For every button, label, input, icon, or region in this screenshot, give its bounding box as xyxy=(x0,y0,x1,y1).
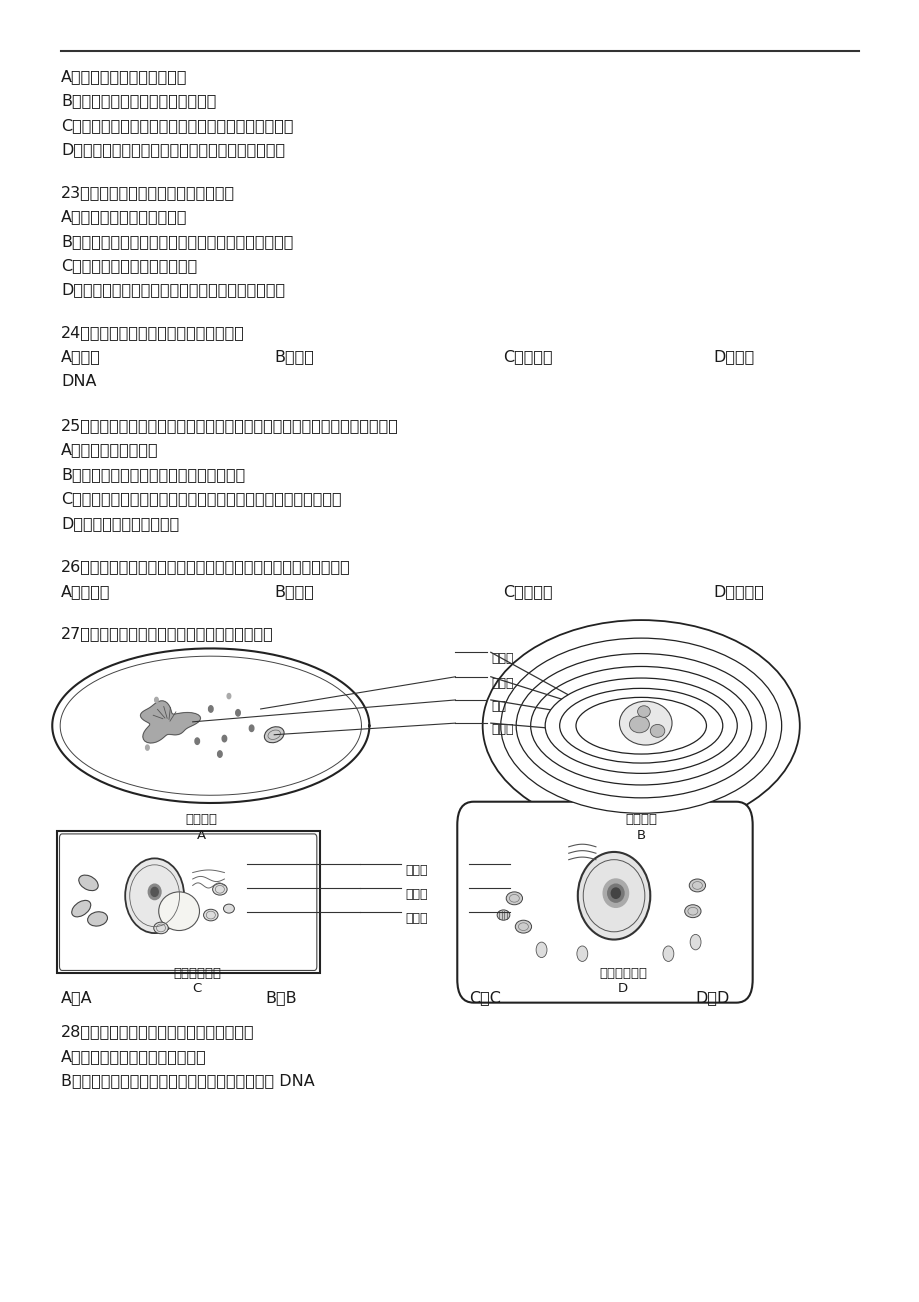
Text: C．由水、无机盐、脂质、糖类、氨基酸、核苷酸和多种酶等组成: C．由水、无机盐、脂质、糖类、氨基酸、核苷酸和多种酶等组成 xyxy=(62,491,342,506)
Text: B．是活细胞进行多种化学反应的主要场所: B．是活细胞进行多种化学反应的主要场所 xyxy=(62,467,245,482)
Ellipse shape xyxy=(151,888,158,896)
Text: D．在活细胞内呈静止状态: D．在活细胞内呈静止状态 xyxy=(62,516,179,531)
Circle shape xyxy=(235,710,240,716)
Ellipse shape xyxy=(610,888,619,898)
Ellipse shape xyxy=(684,905,700,918)
Ellipse shape xyxy=(637,706,650,717)
Text: C: C xyxy=(192,982,201,995)
Text: 拟核: 拟核 xyxy=(491,700,506,713)
Text: C．细胞膜对细胞具有保护作用: C．细胞膜对细胞具有保护作用 xyxy=(62,258,198,273)
Text: C．C: C．C xyxy=(469,990,500,1005)
Ellipse shape xyxy=(148,884,161,900)
Ellipse shape xyxy=(482,620,799,832)
Text: B．叶绿体和线粒体都是双层膜结构，且都含少量 DNA: B．叶绿体和线粒体都是双层膜结构，且都含少量 DNA xyxy=(62,1074,314,1088)
Ellipse shape xyxy=(79,875,98,891)
Text: A: A xyxy=(197,829,206,842)
Ellipse shape xyxy=(545,678,736,773)
Text: 核糖体: 核糖体 xyxy=(491,677,514,690)
Circle shape xyxy=(227,694,231,699)
Ellipse shape xyxy=(159,892,199,931)
Ellipse shape xyxy=(516,654,766,798)
Text: A．细胞膜可以控制物质进出: A．细胞膜可以控制物质进出 xyxy=(62,210,187,224)
Polygon shape xyxy=(52,648,369,803)
Ellipse shape xyxy=(223,904,234,913)
Text: 28．下列有关细胞器的叙述，正确的是（）: 28．下列有关细胞器的叙述，正确的是（） xyxy=(62,1025,255,1039)
Text: A．核糖体: A．核糖体 xyxy=(62,585,110,599)
Ellipse shape xyxy=(688,879,705,892)
Text: A．液泡是唯一含有色素的细胞器: A．液泡是唯一含有色素的细胞器 xyxy=(62,1049,207,1064)
Ellipse shape xyxy=(153,922,168,934)
Ellipse shape xyxy=(629,716,649,733)
Ellipse shape xyxy=(264,727,284,742)
Text: B．B: B．B xyxy=(265,990,297,1005)
Ellipse shape xyxy=(500,638,781,814)
Circle shape xyxy=(209,706,213,712)
Text: 蓝藻细胞: 蓝藻细胞 xyxy=(625,814,656,827)
Ellipse shape xyxy=(575,698,706,754)
Ellipse shape xyxy=(203,909,218,921)
Ellipse shape xyxy=(603,879,628,907)
Circle shape xyxy=(145,745,149,750)
Circle shape xyxy=(689,935,700,950)
Text: 25．细胞质基质是细胞结构的重要组成部分．下列有关叙述中，错误的是（）: 25．细胞质基质是细胞结构的重要组成部分．下列有关叙述中，错误的是（） xyxy=(62,418,399,432)
Ellipse shape xyxy=(530,667,751,785)
Ellipse shape xyxy=(559,689,722,763)
Circle shape xyxy=(221,736,226,742)
Text: 23．关于细胞膜的叙述不正确的是（）: 23．关于细胞膜的叙述不正确的是（） xyxy=(62,185,235,199)
Text: 中心体: 中心体 xyxy=(405,913,427,926)
Text: B．水温升高，花青素的溶解度加大: B．水温升高，花青素的溶解度加大 xyxy=(62,94,217,108)
Text: 细菌细胞: 细菌细胞 xyxy=(186,814,218,827)
Ellipse shape xyxy=(650,724,664,737)
Text: 24．线粒体、叶绿体和内质网都具有（）: 24．线粒体、叶绿体和内质网都具有（） xyxy=(62,326,245,340)
Text: 27．下列细胞亚显微结构示意图，正确的是（）: 27．下列细胞亚显微结构示意图，正确的是（） xyxy=(62,626,274,642)
Text: DNA: DNA xyxy=(62,374,96,389)
Text: B．细胞间的信息交流大多与细胞膜的结构和功能有关: B．细胞间的信息交流大多与细胞膜的结构和功能有关 xyxy=(62,233,293,249)
Circle shape xyxy=(154,698,158,703)
Text: D．少量: D．少量 xyxy=(713,349,754,365)
Ellipse shape xyxy=(212,884,227,894)
Text: 核糖体: 核糖体 xyxy=(405,863,427,876)
Text: 叶绿体: 叶绿体 xyxy=(491,652,514,665)
Text: C．加温使细胞膜和液泡膜失去了控制物质进出的功能: C．加温使细胞膜和液泡膜失去了控制物质进出的功能 xyxy=(62,117,293,133)
Text: D．叶绿体: D．叶绿体 xyxy=(713,585,764,599)
Ellipse shape xyxy=(125,858,184,934)
Text: A．细胞壁在加温后受到破坏: A．细胞壁在加温后受到破坏 xyxy=(62,69,187,83)
Text: D．加温使花青素分子的活性加大而容易透过细胞膜: D．加温使花青素分子的活性加大而容易透过细胞膜 xyxy=(62,142,285,158)
Ellipse shape xyxy=(607,884,623,902)
FancyBboxPatch shape xyxy=(457,802,752,1003)
Text: D．研究细胞膜成分时最好选用鸡血中成熟的红细胞: D．研究细胞膜成分时最好选用鸡血中成熟的红细胞 xyxy=(62,283,285,298)
Circle shape xyxy=(218,751,221,758)
Text: 线粒体: 线粒体 xyxy=(405,888,427,901)
Text: B．核膜: B．核膜 xyxy=(274,585,313,599)
Ellipse shape xyxy=(505,892,522,905)
Text: B: B xyxy=(636,829,645,842)
Circle shape xyxy=(663,947,673,961)
Circle shape xyxy=(536,943,547,957)
Text: A．呈透明的胶质状态: A．呈透明的胶质状态 xyxy=(62,443,159,457)
Text: 26．蓝藻和小麦都可以进行光合作用，其细胞中都有的结构是（）: 26．蓝藻和小麦都可以进行光合作用，其细胞中都有的结构是（） xyxy=(62,560,351,574)
Text: 线粒体: 线粒体 xyxy=(491,723,514,736)
Ellipse shape xyxy=(72,901,91,917)
Polygon shape xyxy=(141,700,200,743)
Text: C．线粒体: C．线粒体 xyxy=(503,585,552,599)
Text: 小鼠肝脏细胞: 小鼠肝脏细胞 xyxy=(598,966,646,979)
Ellipse shape xyxy=(618,702,671,745)
Circle shape xyxy=(249,725,254,732)
Circle shape xyxy=(576,947,587,961)
Text: C．膜结构: C．膜结构 xyxy=(503,349,552,365)
Ellipse shape xyxy=(87,911,108,926)
Text: D．D: D．D xyxy=(695,990,729,1005)
Text: B．基质: B．基质 xyxy=(274,349,313,365)
Ellipse shape xyxy=(496,910,509,921)
Text: A．A: A．A xyxy=(62,990,93,1005)
Text: D: D xyxy=(618,982,628,995)
Ellipse shape xyxy=(515,921,531,934)
Text: A．基粒: A．基粒 xyxy=(62,349,101,365)
Circle shape xyxy=(195,738,199,745)
Text: 水稻叶肉细胞: 水稻叶肉细胞 xyxy=(173,966,221,979)
FancyBboxPatch shape xyxy=(57,832,319,973)
Ellipse shape xyxy=(577,852,650,940)
